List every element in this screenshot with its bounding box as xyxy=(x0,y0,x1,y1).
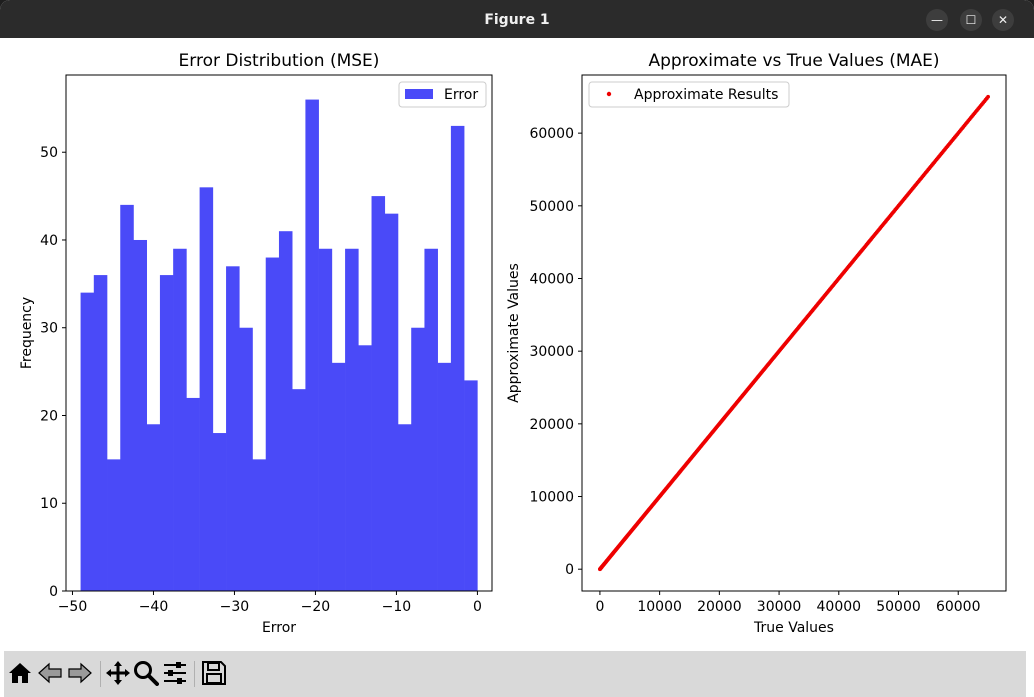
histogram-bar xyxy=(212,433,227,591)
y-tick-label: 10000 xyxy=(529,490,574,506)
scatter-ylabel: Approximate Values xyxy=(506,263,522,403)
y-tick-label: 50000 xyxy=(529,199,574,215)
x-tick-label: −30 xyxy=(220,599,250,615)
configure-subplots-icon xyxy=(164,662,186,684)
scatter-xlabel: True Values xyxy=(753,620,834,636)
y-tick-label: 40 xyxy=(40,233,58,249)
histogram-bar xyxy=(186,397,200,591)
histogram-bar xyxy=(450,125,465,592)
histogram-xlabel: Error xyxy=(262,620,296,636)
x-tick-label: −50 xyxy=(58,599,88,615)
scatter-axes-frame xyxy=(581,74,1007,592)
x-tick-label: 50000 xyxy=(876,599,921,615)
histogram-axes-frame xyxy=(65,74,493,592)
histogram-bar xyxy=(464,380,478,591)
y-tick-label: 60000 xyxy=(529,126,574,142)
pan-icon xyxy=(106,661,130,685)
window-title: Figure 1 xyxy=(484,12,550,28)
scatter-title: Approximate vs True Values (MAE) xyxy=(648,51,939,71)
x-tick-label: −20 xyxy=(301,599,331,615)
x-tick-label: −40 xyxy=(139,599,169,615)
histogram-bar xyxy=(80,292,95,591)
x-tick-label: 0 xyxy=(595,599,604,615)
histogram-bar xyxy=(146,424,161,591)
zoom-button[interactable] xyxy=(132,659,160,687)
y-tick-label: 10 xyxy=(40,496,58,512)
histogram-legend-box xyxy=(398,81,487,108)
histogram-bar xyxy=(371,196,386,591)
y-tick-label: 0 xyxy=(565,562,574,578)
back-button[interactable] xyxy=(36,659,64,687)
toolbar-separator xyxy=(100,661,101,687)
histogram-bar xyxy=(384,213,399,591)
x-tick-label: 40000 xyxy=(817,599,862,615)
scatter-legend-box xyxy=(588,81,790,108)
histogram-ylabel: Frequency xyxy=(19,297,35,369)
histogram-bar xyxy=(226,266,240,591)
x-tick-label: 30000 xyxy=(757,599,802,615)
configure-subplots-button[interactable] xyxy=(161,659,189,687)
y-tick-label: 0 xyxy=(49,584,58,600)
forward-icon xyxy=(68,662,92,684)
histogram-bar xyxy=(424,248,438,591)
home-icon xyxy=(9,663,31,683)
toolbar-separator xyxy=(194,661,195,687)
histogram-bar xyxy=(358,345,372,591)
histogram-bar xyxy=(239,327,253,591)
histogram-bar xyxy=(93,275,108,591)
histogram-bar xyxy=(159,275,174,591)
title-bar[interactable]: Figure 1 — ☐ ✕ xyxy=(0,0,1034,38)
figure-canvas[interactable]: −50 −40 −30 −20 −10 0 0 10 20 30 40 50 Error Distrib… xyxy=(4,38,1026,651)
x-tick-label: 20000 xyxy=(697,599,742,615)
histogram-bar xyxy=(252,459,267,591)
figure-svg: −50 −40 −30 −20 −10 0 0 10 20 30 40 50 Error Distrib… xyxy=(19,51,1007,636)
histogram-legend-label: Error xyxy=(444,87,478,103)
x-tick-label: 0 xyxy=(473,599,482,615)
histogram-bar xyxy=(292,389,306,591)
save-button[interactable] xyxy=(200,659,228,687)
y-tick-label: 40000 xyxy=(529,271,574,287)
histogram-bar xyxy=(411,327,425,591)
histogram-bar xyxy=(397,424,412,591)
scatter-legend-label: Approximate Results xyxy=(634,87,778,103)
histogram-bar xyxy=(199,187,214,591)
home-button[interactable] xyxy=(6,659,34,687)
y-tick-label: 30000 xyxy=(529,344,574,360)
histogram-title: Error Distribution (MSE) xyxy=(179,51,380,71)
x-tick-label: 60000 xyxy=(936,599,981,615)
y-tick-label: 50 xyxy=(40,145,58,161)
histogram-bar xyxy=(120,204,134,591)
x-tick-label: 10000 xyxy=(637,599,682,615)
y-tick-label: 20000 xyxy=(529,417,574,433)
x-tick-label: −10 xyxy=(382,599,412,615)
back-icon xyxy=(38,662,62,684)
histogram-bar xyxy=(278,231,293,591)
histogram-bar xyxy=(173,248,187,591)
histogram-bar xyxy=(345,248,359,591)
y-tick-label: 30 xyxy=(40,321,58,337)
histogram-bar xyxy=(305,99,319,592)
zoom-icon xyxy=(134,661,159,686)
histogram-bar xyxy=(265,257,280,591)
histogram-bar xyxy=(318,248,333,591)
histogram-bar xyxy=(437,362,452,591)
histogram-bar xyxy=(107,459,121,591)
pan-button[interactable] xyxy=(104,659,132,687)
close-button[interactable]: ✕ xyxy=(992,9,1014,31)
navigation-toolbar xyxy=(4,651,1026,697)
forward-button[interactable] xyxy=(66,659,94,687)
histogram-bar xyxy=(133,239,148,591)
save-icon xyxy=(202,661,226,685)
histogram-legend-swatch xyxy=(405,89,433,99)
minimize-button[interactable]: — xyxy=(926,9,948,31)
histogram-bar xyxy=(331,362,346,591)
y-tick-label: 20 xyxy=(40,408,58,424)
scatter-point xyxy=(986,94,990,99)
scatter-legend-marker xyxy=(606,91,612,97)
maximize-button[interactable]: ☐ xyxy=(960,9,982,31)
